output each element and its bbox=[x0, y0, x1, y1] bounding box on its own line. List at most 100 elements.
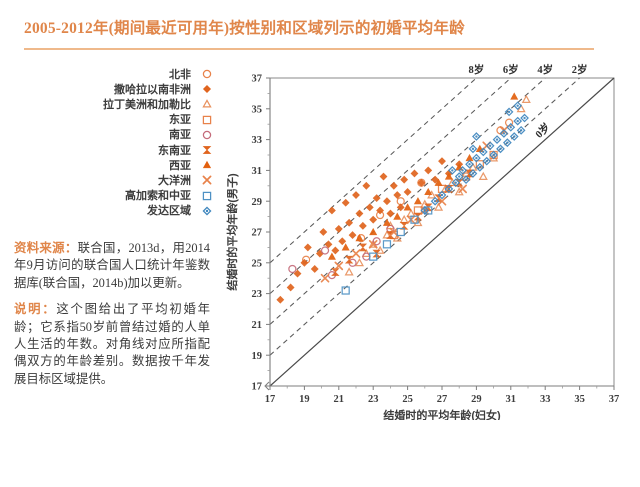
scatter-chart: 2岁 4岁 6岁 8岁 0岁 17 19 21 23 25 27 29 31 33 35 37 17 19 21 23… bbox=[224, 60, 632, 420]
legend-item[interactable]: 拉丁美洲和加勒比 bbox=[86, 96, 216, 111]
data-point bbox=[379, 172, 388, 181]
x-axis-tick-label: 19 bbox=[299, 394, 310, 405]
data-point bbox=[458, 184, 467, 194]
page-title-text: 2005-2012年(期间最近可用年)按性别和区域列示的初婚平均年龄 bbox=[24, 20, 465, 37]
data-series bbox=[320, 126, 509, 283]
reference-line bbox=[269, 77, 580, 356]
data-point bbox=[438, 157, 446, 166]
legend-item-label: 西亚 bbox=[169, 159, 191, 172]
explain-note-body: 这个图给出了平均初婚年龄；它系指50岁前曾结过婚的人单人生活的年数。对角线对应所… bbox=[14, 302, 211, 386]
data-point bbox=[410, 215, 419, 224]
data-point bbox=[489, 153, 499, 162]
legend-item[interactable]: 大洋洲 bbox=[86, 172, 216, 187]
x-axis-tick-label: 33 bbox=[540, 394, 551, 405]
legend-item[interactable]: 撒哈拉以南非洲 bbox=[86, 81, 216, 96]
data-point bbox=[447, 166, 457, 175]
legend-marker-icon bbox=[198, 127, 216, 142]
legend-item-label: 南亚 bbox=[169, 129, 191, 142]
data-series bbox=[420, 101, 529, 215]
data-point bbox=[341, 243, 350, 251]
legend-item[interactable]: 西亚 bbox=[86, 157, 216, 172]
y-axis-tick-label: 25 bbox=[252, 258, 263, 269]
data-point bbox=[521, 94, 531, 103]
reference-line bbox=[269, 77, 477, 264]
data-point bbox=[393, 212, 402, 220]
data-point bbox=[468, 169, 478, 178]
legend-item[interactable]: 东南亚 bbox=[86, 142, 216, 157]
data-point bbox=[499, 129, 509, 138]
legend-item[interactable]: 北非 bbox=[86, 66, 216, 81]
x-axis-tick-label: 23 bbox=[368, 394, 379, 405]
data-point bbox=[468, 144, 478, 154]
footnotes: 资料来源：联合国，2013d，用2014年9月访问的联合国人口统计年鉴数据库(联… bbox=[14, 240, 210, 397]
data-point bbox=[383, 197, 391, 206]
title-divider bbox=[24, 48, 594, 50]
y-axis-tick-label: 31 bbox=[252, 166, 263, 177]
data-point bbox=[358, 221, 367, 230]
data-point bbox=[431, 175, 440, 184]
data-point bbox=[288, 264, 297, 274]
legend-item-label: 东南亚 bbox=[158, 144, 191, 157]
legend-marker-icon bbox=[198, 66, 216, 81]
data-point bbox=[300, 258, 309, 267]
data-point bbox=[389, 181, 398, 190]
data-point bbox=[399, 214, 409, 224]
y-axis-tick-label: 29 bbox=[252, 197, 263, 208]
y-axis-tick-label: 21 bbox=[252, 320, 263, 331]
explain-note-label: 说明： bbox=[14, 302, 57, 317]
data-point bbox=[389, 227, 399, 237]
data-point bbox=[327, 206, 336, 215]
source-note-body: 联合国，2013d，用2014年9月访问的联合国人口统计年鉴数据库(联合国，20… bbox=[14, 241, 210, 290]
legend-item-label: 高加索和中亚 bbox=[125, 190, 191, 203]
data-point bbox=[293, 269, 302, 278]
data-point bbox=[341, 286, 350, 295]
data-point bbox=[410, 169, 419, 178]
x-axis-tick-label: 17 bbox=[265, 394, 276, 405]
data-point bbox=[319, 228, 328, 236]
y-axis-tick-label: 17 bbox=[252, 382, 263, 393]
data-point bbox=[520, 113, 529, 123]
data-point bbox=[485, 141, 495, 151]
legend-item[interactable]: 高加索和中亚 bbox=[86, 188, 216, 203]
data-point bbox=[516, 125, 526, 135]
data-point bbox=[355, 209, 364, 218]
y-axis-tick-label: 37 bbox=[252, 74, 263, 85]
data-point bbox=[355, 234, 364, 242]
data-point bbox=[478, 147, 488, 157]
data-series bbox=[341, 206, 433, 295]
data-point bbox=[399, 222, 409, 230]
data-point bbox=[303, 243, 312, 252]
data-point bbox=[334, 224, 343, 233]
legend-item[interactable]: 发达区域 bbox=[86, 203, 216, 218]
data-point bbox=[444, 172, 453, 180]
x-axis-tick-label: 31 bbox=[506, 394, 517, 405]
legend-item-label: 北非 bbox=[169, 68, 191, 81]
legend-item[interactable]: 东亚 bbox=[86, 112, 216, 127]
data-point bbox=[475, 162, 485, 172]
source-note-label: 资料来源： bbox=[14, 241, 78, 255]
legend-marker-icon bbox=[198, 142, 216, 157]
data-point bbox=[478, 171, 488, 180]
data-point bbox=[433, 202, 444, 211]
data-point bbox=[334, 261, 344, 271]
x-axis-tick-label: 37 bbox=[609, 394, 620, 405]
data-series bbox=[327, 92, 519, 260]
reference-line-label: 6岁 bbox=[503, 63, 519, 76]
y-axis-tick-label: 27 bbox=[252, 228, 263, 239]
data-point bbox=[430, 196, 440, 206]
data-point bbox=[406, 208, 416, 217]
legend-item-label: 发达区域 bbox=[147, 205, 191, 218]
legend-item-label: 东亚 bbox=[169, 114, 191, 127]
data-point bbox=[451, 178, 461, 188]
data-point bbox=[310, 265, 319, 273]
legend-marker-icon bbox=[198, 96, 216, 111]
legend-item[interactable]: 南亚 bbox=[86, 127, 216, 142]
data-point bbox=[344, 267, 354, 276]
x-axis-tick-label: 27 bbox=[437, 394, 448, 405]
reference-line-label: 2岁 bbox=[572, 63, 588, 76]
data-point bbox=[475, 144, 484, 152]
data-point bbox=[324, 240, 333, 249]
data-point bbox=[458, 166, 468, 175]
legend-marker-icon bbox=[198, 172, 216, 187]
data-point bbox=[369, 227, 378, 236]
